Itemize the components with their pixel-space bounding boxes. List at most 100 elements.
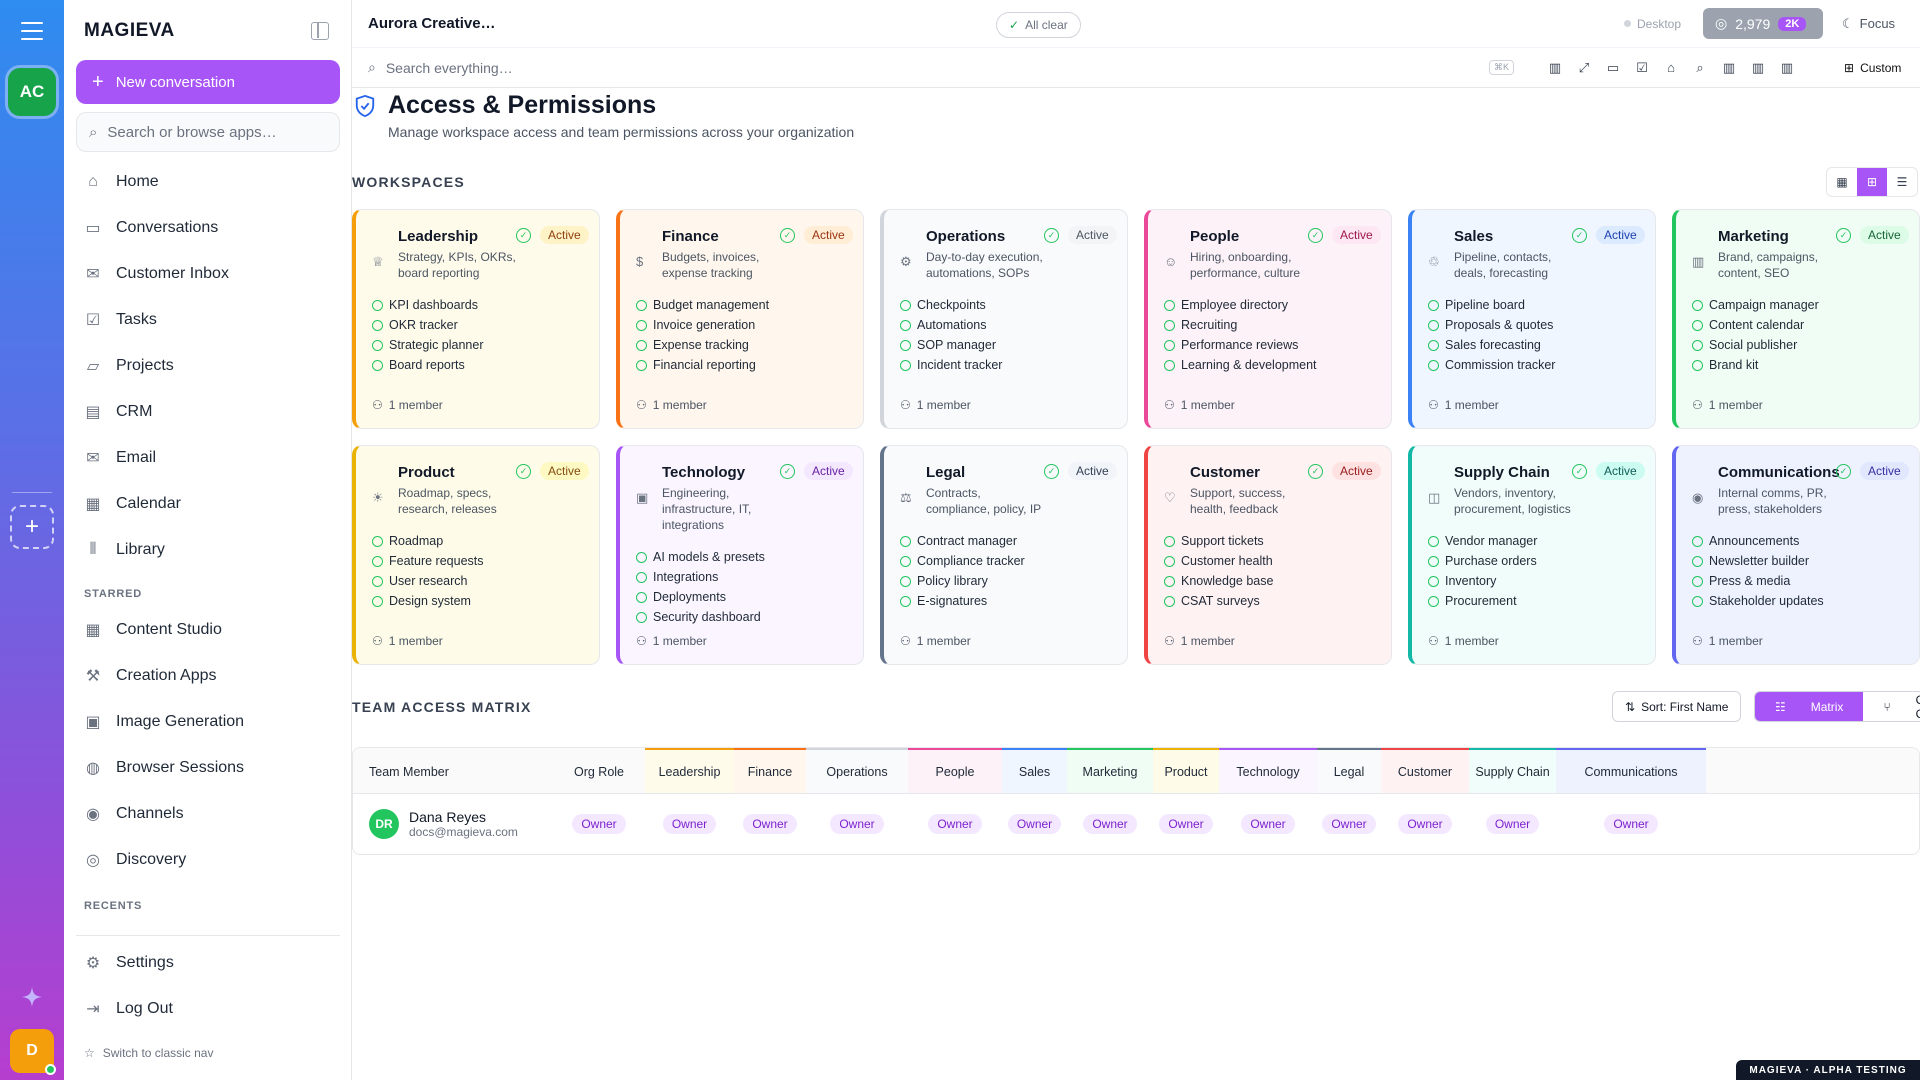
chat-icon[interactable]: ▭ <box>1606 59 1620 75</box>
search-icon[interactable]: ⌕ <box>1696 59 1704 75</box>
status-pill[interactable]: ✓ All clear <box>996 12 1081 38</box>
sidebar-item-discovery[interactable]: ◎ Discovery <box>76 837 340 883</box>
cog-icon: ⚙ <box>900 254 912 269</box>
crown-icon: ♕ <box>372 254 384 269</box>
panel-icon[interactable]: ▥ <box>1780 59 1794 75</box>
check-circle-icon: ✓ <box>1836 464 1851 479</box>
panel-icon[interactable]: ▥ <box>1722 59 1736 75</box>
workspace-card-leadership[interactable]: ♕ Leadership Strategy, KPIs, OKRs, board r… <box>352 209 600 429</box>
focus-button[interactable]: ☾ Focus <box>1842 16 1895 32</box>
workspace-avatar[interactable]: AC <box>8 68 56 116</box>
feature-list: Pipeline board Proposals & quotes Sales fo… <box>1428 295 1641 375</box>
access-badge[interactable]: Owner <box>1241 814 1295 834</box>
org-chart-view-button[interactable]: ⑂ Org Chart <box>1863 692 1920 721</box>
col-communications[interactable]: Communications <box>1556 748 1706 793</box>
access-badge[interactable]: Owner <box>1485 814 1540 834</box>
sidebar-item-channels[interactable]: ◉ Channels <box>76 791 340 837</box>
col-legal[interactable]: Legal <box>1317 748 1381 793</box>
sidebar-item-conversations[interactable]: ▭ Conversations <box>76 205 340 251</box>
switch-classic-nav-link[interactable]: ☆ Switch to classic nav <box>84 1046 213 1060</box>
sort-button[interactable]: ⇅ Sort: First Name <box>1612 691 1742 722</box>
col-finance[interactable]: Finance <box>734 748 806 793</box>
workspace-card-people[interactable]: ☺ People Hiring, onboarding, performance, … <box>1144 209 1392 429</box>
menu-icon[interactable] <box>21 22 43 40</box>
feature-label: KPI dashboards <box>389 298 478 312</box>
col-technology[interactable]: Technology <box>1219 748 1317 793</box>
global-search-input[interactable]: ⌕ Search everything… <box>368 59 513 76</box>
expand-icon[interactable]: ⤢ <box>1578 59 1590 75</box>
list-view-icon[interactable]: ☰ <box>1896 175 1908 189</box>
table-view-icon[interactable]: ▦ <box>1836 175 1848 189</box>
clipboard-icon[interactable]: ☑ <box>1636 59 1648 75</box>
col-sales[interactable]: Sales <box>1002 748 1067 793</box>
check-circle-icon: ✓ <box>1044 228 1059 243</box>
feature-item: Brand kit <box>1692 355 1905 375</box>
col-leadership[interactable]: Leadership <box>645 748 734 793</box>
col-people[interactable]: People <box>908 748 1002 793</box>
access-badge[interactable]: Owner <box>743 814 797 834</box>
brand-logo: MAGIEVA <box>84 20 175 41</box>
feature-item: Deployments <box>636 587 849 607</box>
feature-item: Sales forecasting <box>1428 335 1641 355</box>
sidebar-item-crm[interactable]: ▤ CRM <box>76 389 340 435</box>
sidebar-item-calendar[interactable]: ▦ Calendar <box>76 481 340 527</box>
check-circle-icon <box>900 299 911 311</box>
grid-view-icon[interactable]: ⊞ <box>1857 168 1887 196</box>
workspace-card-technology[interactable]: ▣ Technology Engineering, infrastructure, … <box>616 445 864 665</box>
member-count: ⚇ 1 member <box>900 398 971 412</box>
sidebar-item-image-generation[interactable]: ▣ Image Generation <box>76 699 340 745</box>
matrix-view-button[interactable]: ☷ Matrix <box>1755 692 1864 721</box>
sidebar-item-email[interactable]: ✉ Email <box>76 435 340 481</box>
check-circle-icon <box>900 595 911 607</box>
new-conversation-button[interactable]: + New conversation <box>76 60 340 104</box>
workspace-card-finance[interactable]: $ Finance Budgets, invoices, expense track… <box>616 209 864 429</box>
access-badge[interactable]: Owner <box>928 814 982 834</box>
access-badge[interactable]: Owner <box>1604 814 1658 834</box>
sidebar-item-customer-inbox[interactable]: ✉ Customer Inbox <box>76 251 340 297</box>
collapse-sidebar-icon[interactable] <box>311 22 329 40</box>
workspace-card-communications[interactable]: ◉ Communications Internal comms, PR, press… <box>1672 445 1920 665</box>
feature-label: Budget management <box>653 298 770 312</box>
sidebar-item-library[interactable]: ⫴ Library <box>76 527 340 573</box>
workspace-card-operations[interactable]: ⚙ Operations Day-to-day execution, automat… <box>880 209 1128 429</box>
workspace-card-legal[interactable]: ⚖ Legal Contracts, compliance, policy, IP ✓… <box>880 445 1128 665</box>
sidebar-item-creation-apps[interactable]: ⚒ Creation Apps <box>76 653 340 699</box>
device-indicator[interactable]: Desktop <box>1624 17 1681 31</box>
workspace-card-marketing[interactable]: ▥ Marketing Brand, campaigns, content, SEO… <box>1672 209 1920 429</box>
role-badge[interactable]: Owner <box>572 814 626 834</box>
sidebar-item-projects[interactable]: ▱ Projects <box>76 343 340 389</box>
col-operations[interactable]: Operations <box>806 748 908 793</box>
sidebar-item-home[interactable]: ⌂ Home <box>76 159 340 205</box>
sidebar-item-tasks[interactable]: ☑ Tasks <box>76 297 340 343</box>
app-search-input[interactable]: ⌕ Search or browse apps… <box>76 112 340 152</box>
add-workspace-button[interactable]: + <box>10 505 54 549</box>
tag-icon[interactable]: ⌂ <box>1667 60 1675 75</box>
access-badge[interactable]: Owner <box>1398 814 1452 834</box>
matrix-body: DR Dana Reyes docs@magieva.com Owner Owner Ow… <box>353 794 1919 854</box>
columns-icon[interactable]: ▥ <box>1548 59 1562 75</box>
panel-icon[interactable]: ▥ <box>1751 59 1765 75</box>
sidebar-item-settings[interactable]: ⚙ Settings <box>76 940 340 986</box>
col-marketing[interactable]: Marketing <box>1067 748 1153 793</box>
col-customer[interactable]: Customer <box>1381 748 1469 793</box>
custom-layout-button[interactable]: ⊞ Custom <box>1844 61 1901 75</box>
access-badge[interactable]: Owner <box>1083 814 1137 834</box>
access-badge[interactable]: Owner <box>1007 814 1062 834</box>
access-badge[interactable]: Owner <box>1322 814 1376 834</box>
workspace-card-product[interactable]: ☀ Product Roadmap, specs, research, releas… <box>352 445 600 665</box>
sidebar-item-content-studio[interactable]: ▦ Content Studio <box>76 607 340 653</box>
check-circle-icon <box>636 611 647 623</box>
col-supply-chain[interactable]: Supply Chain <box>1469 748 1556 793</box>
col-product[interactable]: Product <box>1153 748 1219 793</box>
credits-button[interactable]: ◎ 2,979 2K <box>1703 8 1823 39</box>
workspace-title[interactable]: Aurora Creative… <box>368 15 496 32</box>
workspace-card-sales[interactable]: ♲ Sales Pipeline, contacts, deals, forecas… <box>1408 209 1656 429</box>
access-badge[interactable]: Owner <box>1159 814 1213 834</box>
access-badge[interactable]: Owner <box>830 814 884 834</box>
access-badge[interactable]: Owner <box>662 814 717 834</box>
user-avatar[interactable]: D <box>10 1029 56 1075</box>
sidebar-item-browser-sessions[interactable]: ◍ Browser Sessions <box>76 745 340 791</box>
workspace-card-supply-chain[interactable]: ◫ Supply Chain Vendors, inventory, procure… <box>1408 445 1656 665</box>
sidebar-item-logout[interactable]: ⇥ Log Out <box>76 986 340 1032</box>
workspace-card-customer[interactable]: ♡ Customer Support, success, health, feedb… <box>1144 445 1392 665</box>
